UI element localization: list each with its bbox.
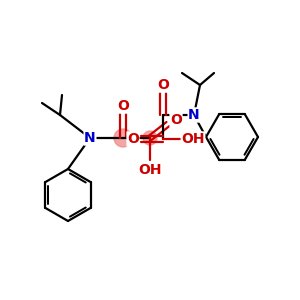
Text: N: N	[84, 131, 96, 145]
Text: N: N	[188, 108, 200, 122]
Text: O: O	[127, 132, 139, 146]
Text: O: O	[157, 78, 169, 92]
Text: OH: OH	[181, 132, 205, 146]
Text: OH: OH	[138, 163, 162, 177]
Text: O: O	[117, 99, 129, 113]
Circle shape	[114, 129, 132, 147]
Text: O: O	[170, 113, 182, 127]
Circle shape	[143, 131, 157, 145]
